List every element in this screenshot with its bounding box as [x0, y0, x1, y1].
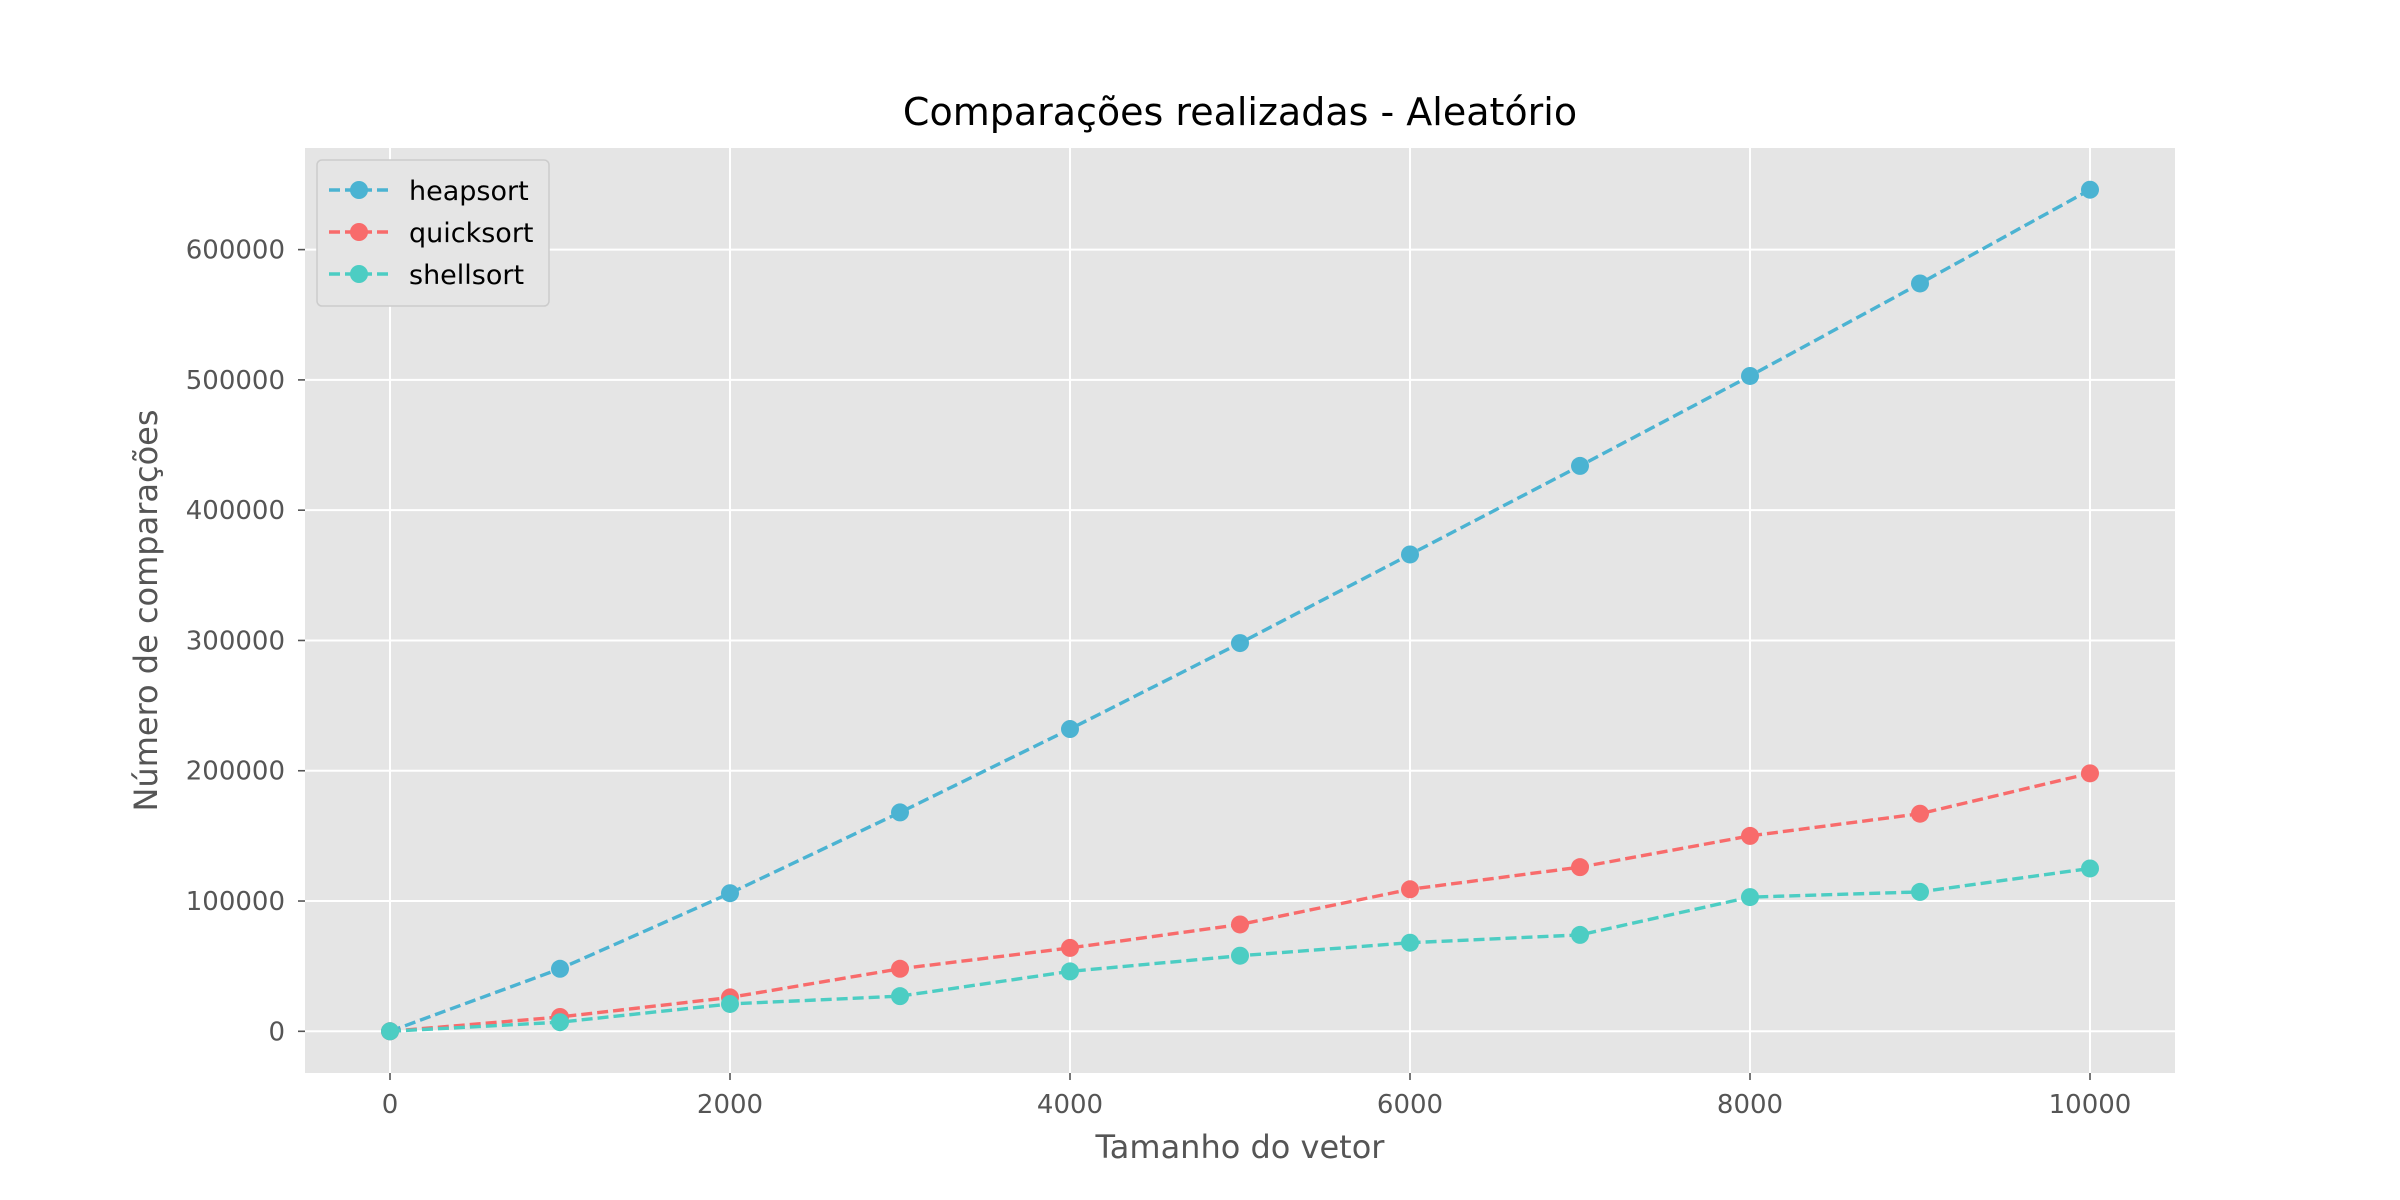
quicksort-point [1231, 915, 1249, 934]
x-tick-label: 2000 [697, 1090, 763, 1120]
legend-marker [350, 223, 368, 241]
y-tick-label: 300000 [186, 626, 285, 656]
legend-marker [350, 181, 368, 199]
shellsort-point [1401, 933, 1419, 952]
heapsort-point [551, 959, 569, 978]
legend-label: heapsort [409, 176, 529, 207]
shellsort-point [1741, 888, 1759, 907]
y-tick-label: 400000 [186, 496, 285, 526]
quicksort-point [1911, 804, 1929, 823]
y-tick-label: 500000 [186, 366, 285, 396]
x-tick-label: 6000 [1377, 1090, 1443, 1120]
plot-area [305, 148, 2175, 1073]
heapsort-point [1741, 366, 1759, 385]
grid-lines [305, 148, 2175, 1073]
quicksort-point [1741, 826, 1759, 845]
x-tick-label: 8000 [1717, 1090, 1783, 1120]
shellsort-point [721, 994, 739, 1013]
heapsort-point [1231, 634, 1249, 653]
series-layer [381, 180, 2099, 1041]
y-tick-label: 100000 [186, 887, 285, 917]
legend-item-heapsort: heapsort [329, 176, 529, 207]
shellsort-point [1911, 882, 1929, 901]
quicksort-point [891, 959, 909, 978]
legend: heapsort quicksort shellsort [316, 159, 550, 307]
x-tick-label: 4000 [1037, 1090, 1103, 1120]
quicksort-point [2081, 764, 2099, 783]
quicksort-point [1401, 880, 1419, 899]
quicksort-point [1571, 858, 1589, 877]
shellsort-point [1061, 962, 1079, 981]
y-tick-label: 0 [268, 1017, 285, 1047]
x-axis-label: Tamanho do vetor [1095, 1128, 1386, 1166]
chart-title: Comparações realizadas - Aleatório [903, 90, 1577, 134]
heapsort-point [2081, 180, 2099, 199]
heapsort-point [1401, 545, 1419, 564]
y-tick-label: 600000 [186, 236, 285, 266]
shellsort-point [1231, 946, 1249, 965]
shellsort-point [2081, 859, 2099, 878]
quicksort-point [1061, 938, 1079, 957]
legend-marker [350, 265, 368, 283]
series-heapsort [381, 180, 2099, 1041]
axis-ticks: 0 2000 4000 6000 8000 10000010000020000030000… [186, 236, 2132, 1120]
legend-item-quicksort: quicksort [329, 218, 534, 249]
legend-item-shellsort: shellsort [329, 260, 524, 291]
legend-box [316, 159, 550, 307]
x-tick-label: 10000 [2049, 1090, 2132, 1120]
heapsort-point [1571, 456, 1589, 475]
legend-label: quicksort [409, 218, 534, 249]
y-tick-label: 200000 [186, 757, 285, 787]
y-axis-label: Número de comparações [127, 409, 165, 811]
heapsort-point [1911, 274, 1929, 293]
legend-label: shellsort [409, 260, 524, 291]
shellsort-point [1571, 925, 1589, 944]
shellsort-point [891, 987, 909, 1006]
series-shellsort [381, 859, 2099, 1041]
shellsort-point [551, 1013, 569, 1032]
heapsort-point [891, 803, 909, 822]
heapsort-point [721, 884, 739, 903]
heapsort-point [1061, 720, 1079, 739]
shellsort-point [381, 1022, 399, 1041]
x-tick-label: 0 [382, 1090, 399, 1120]
